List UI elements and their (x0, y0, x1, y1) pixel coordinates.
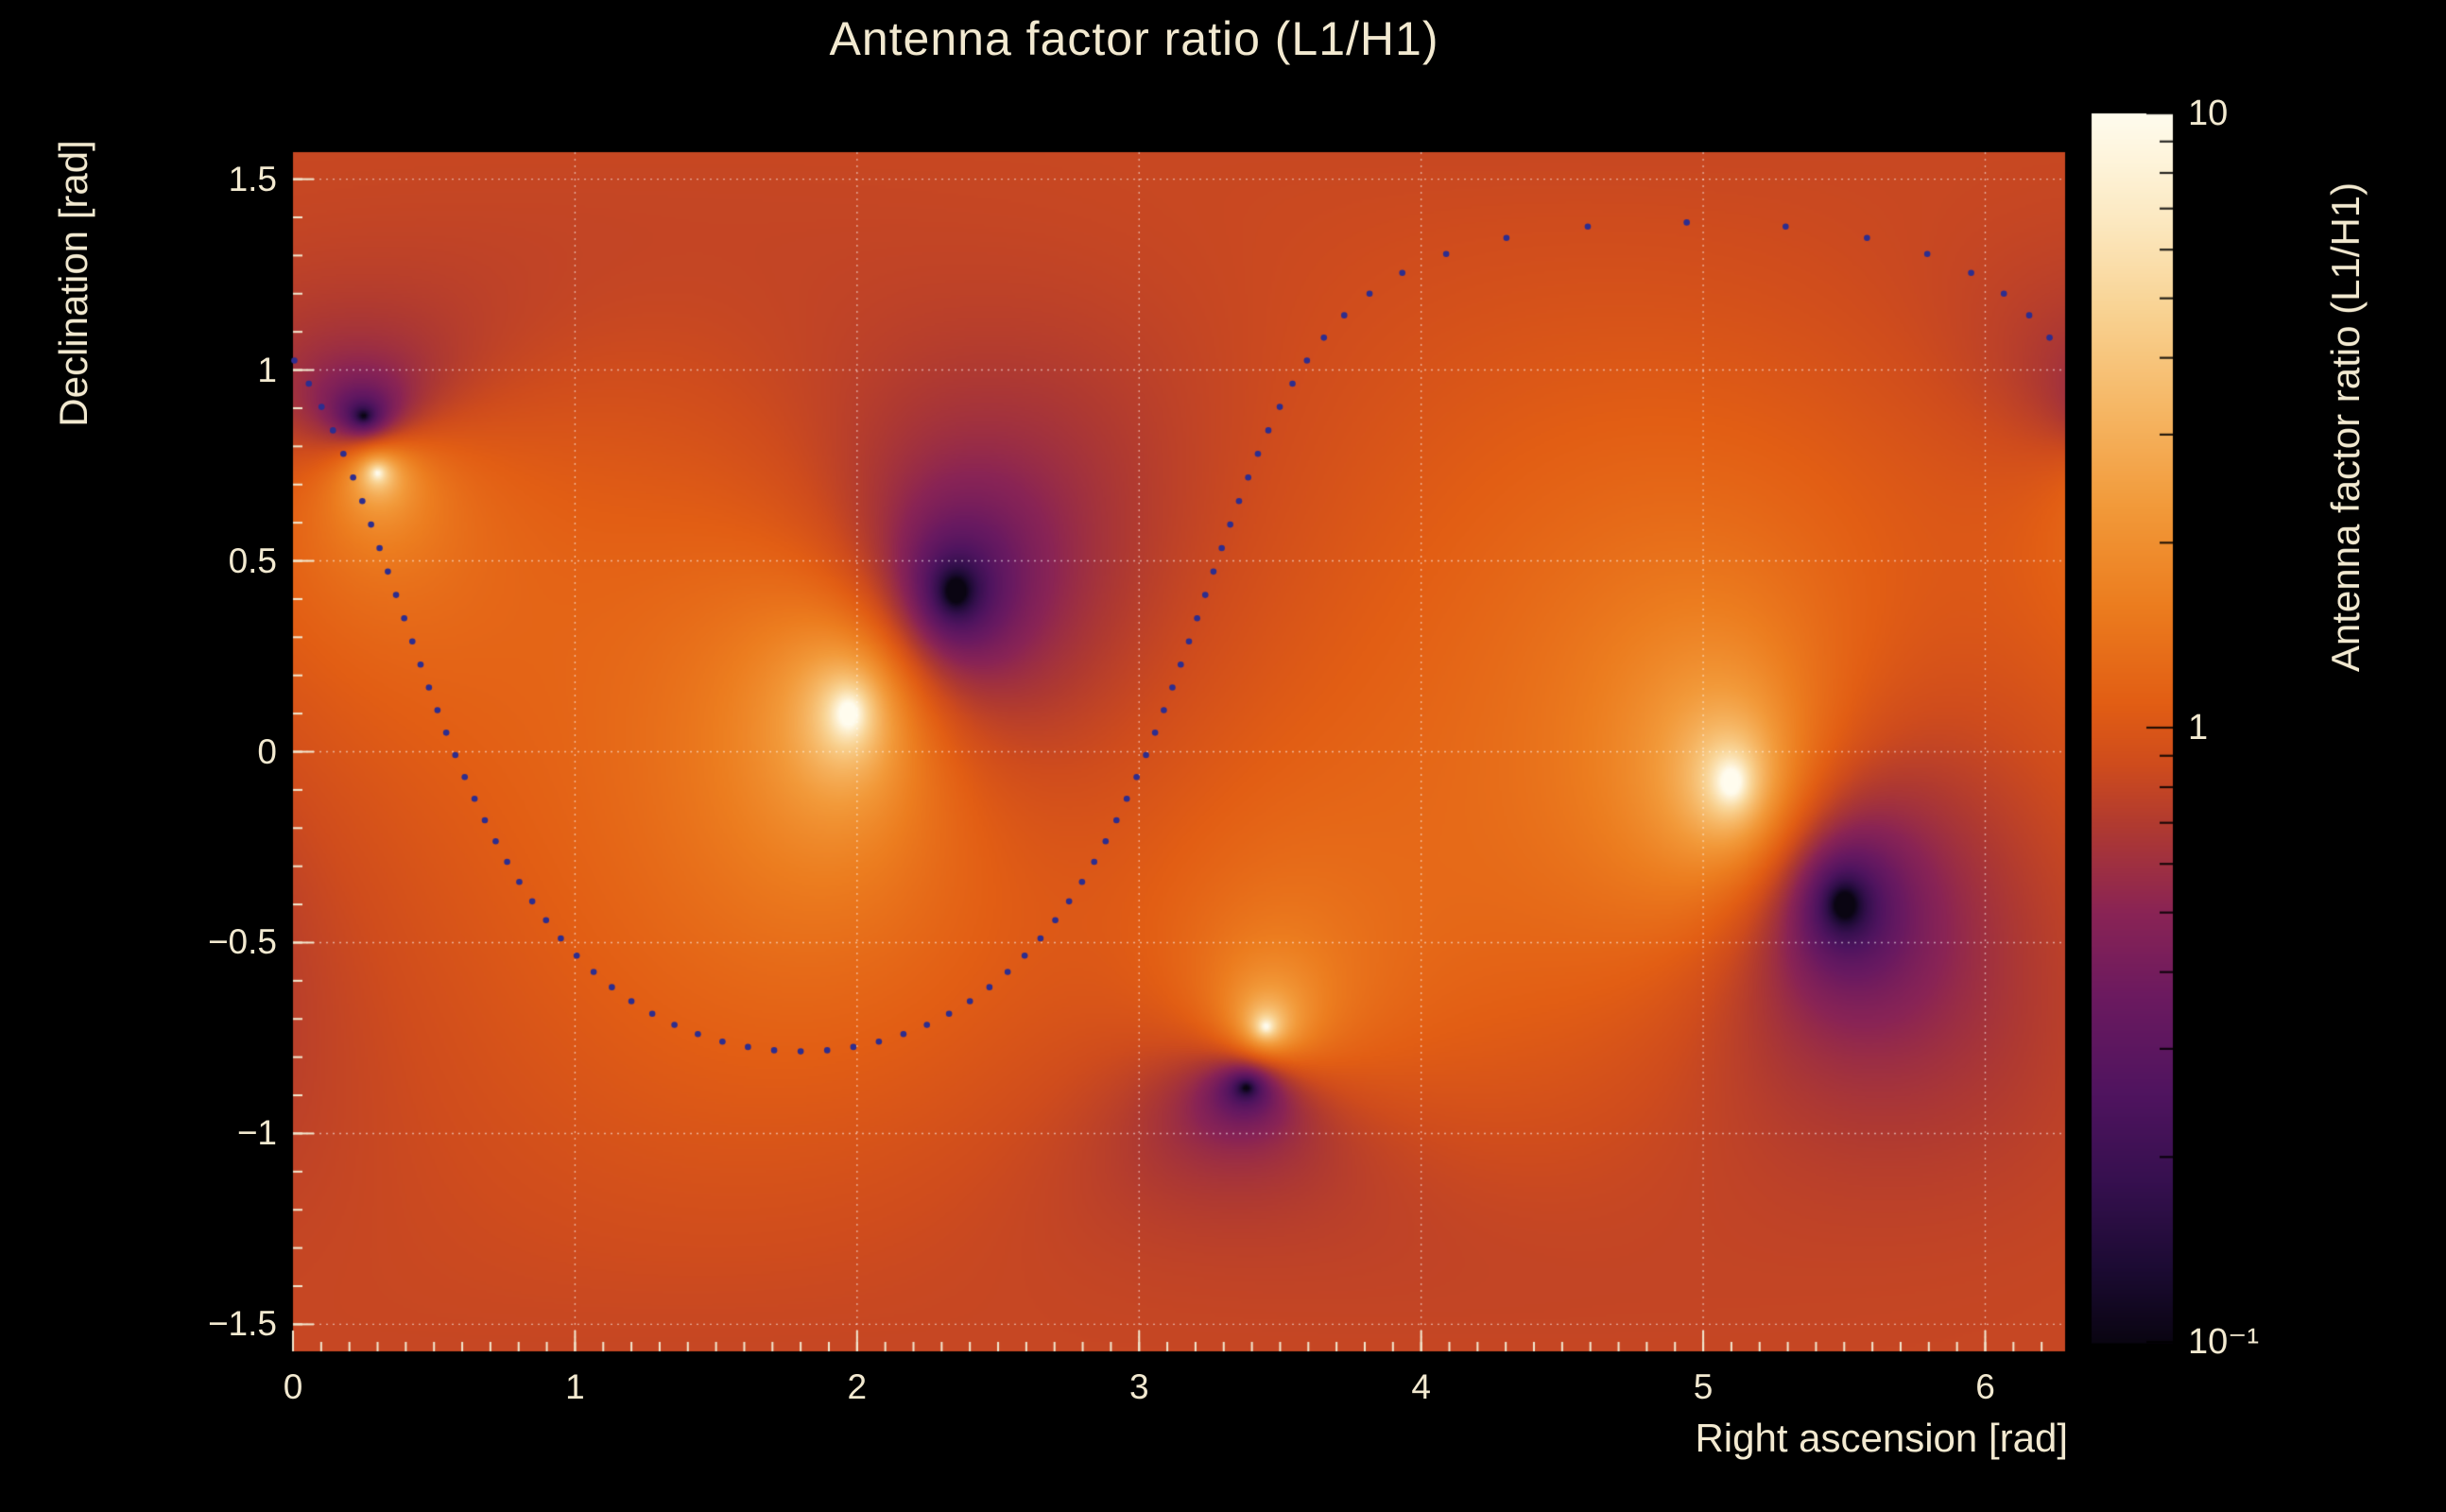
colorbar-title: Antenna factor ratio (L1/H1) (2323, 181, 2368, 673)
y-tick-label: −1 (236, 1113, 277, 1153)
x-tick-label: 4 (1411, 1367, 1431, 1406)
y-axis-title: Declination [rad] (51, 140, 95, 427)
x-tick-label: 5 (1693, 1367, 1714, 1406)
y-tick-label: 0 (257, 731, 277, 771)
y-tick-label: −1.5 (207, 1304, 277, 1344)
chart-title: Antenna factor ratio (L1/H1) (829, 12, 1439, 65)
colorbar-tick-label: 10⁻¹ (2188, 1322, 2259, 1362)
y-tick-label: −0.5 (207, 922, 277, 962)
x-axis-title: Right ascension [rad] (1695, 1416, 2068, 1460)
y-tick-label: 0.5 (228, 541, 277, 580)
colorbar-tick-label: 10 (2188, 94, 2229, 133)
x-tick-label: 3 (1128, 1367, 1149, 1406)
x-tick-label: 2 (847, 1367, 868, 1406)
x-tick-label: 1 (565, 1367, 585, 1406)
colorbar-tick-label: 1 (2188, 708, 2209, 747)
y-tick-label: 1 (257, 350, 277, 389)
y-tick-label: 1.5 (228, 159, 277, 198)
x-tick-label: 0 (283, 1367, 303, 1406)
x-tick-label: 6 (1975, 1367, 1995, 1406)
